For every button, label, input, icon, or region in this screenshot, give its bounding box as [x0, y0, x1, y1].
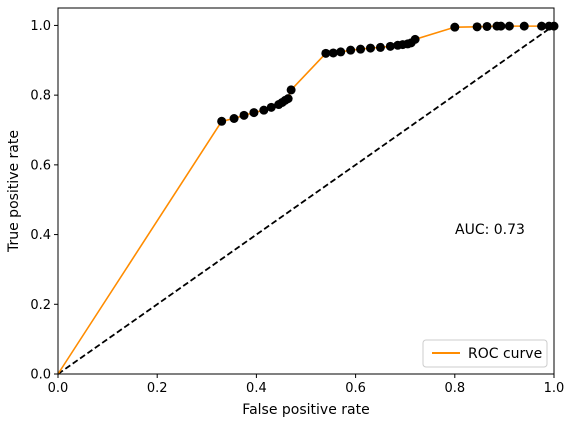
legend: ROC curve	[422, 339, 548, 368]
legend-box	[422, 339, 548, 368]
y-tick-label: 0.4	[30, 228, 51, 243]
x-axis-label: False positive rate	[242, 402, 369, 418]
x-tick-label: 0.2	[147, 381, 168, 396]
roc-point-marker	[519, 21, 529, 31]
roc-point-marker	[537, 21, 547, 31]
y-axis-label: True positive rate	[6, 130, 22, 253]
roc-point-marker	[217, 116, 227, 126]
plot-content	[57, 21, 559, 375]
roc-point-marker	[385, 41, 395, 51]
y-tick-label: 1.0	[30, 19, 51, 34]
y-tick-label: 0.8	[30, 89, 51, 104]
roc-point-marker	[266, 102, 276, 112]
roc-point-marker	[286, 85, 296, 95]
axis-ticks: 0.0 0.2 0.4 0.6 0.8 1.0 0.0 0.2 0.4 0.6 0.8 1.0	[30, 19, 564, 396]
roc-point-marker	[328, 48, 338, 58]
y-tick-label: 0.0	[30, 368, 51, 383]
roc-point-marker	[259, 105, 269, 115]
roc-point-marker	[249, 108, 259, 118]
roc-point-marker	[356, 44, 366, 54]
plot-frame	[57, 7, 555, 375]
roc-point-marker	[504, 21, 514, 31]
y-tick-label: 0.2	[30, 298, 51, 313]
roc-point-marker	[450, 22, 460, 32]
x-tick-label: 0.0	[48, 381, 69, 396]
roc-point-marker	[336, 47, 346, 57]
roc-point-marker	[496, 21, 506, 31]
roc-point-marker	[375, 42, 385, 52]
roc-point-marker	[410, 34, 420, 44]
x-tick-label: 0.6	[345, 381, 366, 396]
legend-label-roc-curve: ROC curve	[468, 346, 542, 362]
x-tick-label: 1.0	[544, 381, 565, 396]
auc-annotation: AUC: 0.73	[455, 222, 525, 238]
chance-diagonal-line	[57, 24, 555, 375]
roc-point-marker	[472, 22, 482, 32]
roc-point-marker	[482, 21, 492, 31]
roc-point-marker	[365, 43, 375, 53]
roc-point-marker	[283, 94, 293, 104]
x-tick-label: 0.8	[444, 381, 465, 396]
x-tick-label: 0.4	[246, 381, 267, 396]
y-tick-label: 0.6	[30, 158, 51, 173]
roc-point-marker	[229, 113, 239, 123]
roc-point-marker	[346, 45, 356, 55]
roc-point-marker	[321, 48, 331, 58]
roc-point-marker	[239, 110, 249, 120]
